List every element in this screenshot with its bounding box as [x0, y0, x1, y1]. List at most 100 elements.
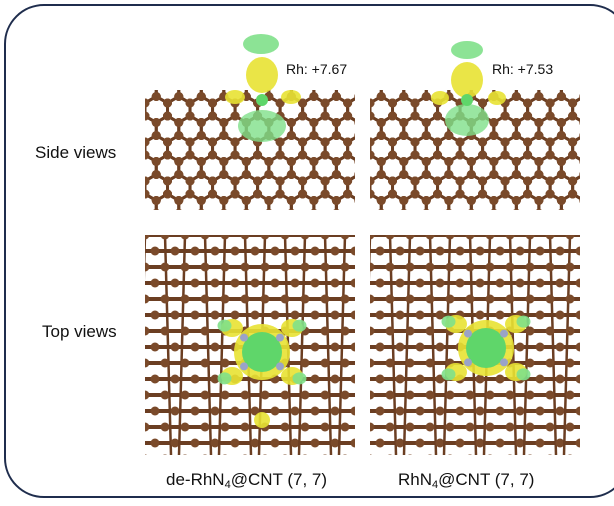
carbon-atom [219, 118, 229, 127]
carbon-atom [489, 79, 498, 88]
carbon-atom [525, 235, 535, 240]
carbon-atom [478, 216, 487, 225]
carbon-atom [180, 262, 190, 272]
carbon-atom [151, 196, 161, 205]
carbon-atom [354, 118, 363, 127]
carbon-atom [208, 216, 217, 225]
carbon-bond-column [402, 235, 412, 455]
carbon-atom [343, 216, 352, 225]
carbon-atom [377, 209, 386, 218]
carbon-atom [579, 120, 580, 125]
carbon-atom [365, 216, 374, 225]
carbon-atom [310, 342, 320, 352]
carbon-atom [208, 176, 218, 186]
carbon-atom [231, 60, 240, 69]
carbon-atom [354, 79, 363, 88]
carbon-atom [525, 422, 535, 432]
carbon-atom [455, 406, 465, 416]
charge-lobe-green [238, 110, 286, 142]
carbon-atom [118, 216, 127, 225]
carbon-atom [545, 235, 555, 240]
carbon-atom [602, 235, 611, 244]
carbon-atom [455, 278, 465, 288]
carbon-atom [468, 209, 475, 210]
carbon-atom [370, 358, 375, 368]
carbon-atom [370, 422, 375, 432]
carbon-atom [546, 216, 555, 225]
carbon-atom [190, 246, 200, 256]
carbon-atom [423, 209, 430, 210]
carbon-atom [220, 235, 230, 240]
carbon-atom [465, 422, 475, 432]
carbon-atom [208, 111, 218, 121]
carbon-atom [118, 112, 127, 121]
carbon-atom [602, 131, 611, 140]
carbon-atom [376, 92, 386, 101]
carbon-atom [220, 209, 227, 210]
carbon-atom [557, 79, 566, 88]
carbon-atom [501, 216, 510, 225]
carbon-atom [489, 79, 498, 88]
charge-lobe-green [217, 319, 232, 332]
carbon-atom [354, 172, 355, 177]
carbon-bond-ring [111, 116, 134, 142]
carbon-atom [534, 170, 544, 179]
carbon-atom [309, 92, 319, 101]
carbon-atom [150, 246, 160, 256]
carbon-atom [185, 111, 195, 121]
carbon-atom [575, 246, 580, 256]
carbon-atom [475, 438, 485, 448]
carbon-atom [298, 111, 308, 121]
carbon-atom [445, 209, 452, 210]
carbon-atom [240, 422, 250, 432]
carbon-atom [240, 235, 250, 240]
carbon-atom [354, 209, 363, 218]
carbon-atom [163, 73, 172, 82]
carbon-atom [433, 73, 442, 82]
carbon-atom [505, 235, 515, 240]
carbon-atom [129, 235, 138, 244]
carbon-atom [388, 73, 397, 82]
carbon-atom [579, 120, 580, 125]
carbon-atom [320, 262, 330, 272]
carbon-atom [129, 79, 138, 88]
carbon-atom [411, 216, 420, 225]
carbon-atom [579, 209, 588, 218]
carbon-atom [485, 294, 495, 304]
carbon-atom [361, 423, 370, 432]
carbon-atom [568, 98, 578, 108]
carbon-atom [421, 157, 431, 166]
carbon-atom [501, 216, 510, 225]
carbon-atom [230, 176, 240, 186]
carbon-atom [219, 53, 228, 62]
carbon-atom [395, 310, 405, 320]
carbon-atom [350, 438, 355, 448]
carbon-atom [485, 262, 495, 272]
carbon-bond-ring [145, 58, 168, 84]
carbon-atom [545, 137, 555, 147]
carbon-atom [586, 327, 595, 336]
carbon-atom [180, 326, 190, 336]
carbon-atom [534, 92, 544, 101]
carbon-atom [230, 406, 240, 416]
carbon-atom [145, 326, 150, 336]
carbon-atom [405, 326, 415, 336]
carbon-atom [591, 112, 600, 121]
carbon-atom [411, 73, 420, 82]
carbon-atom [455, 137, 465, 147]
carbon-atom [465, 390, 475, 400]
carbon-atom [309, 170, 319, 179]
carbon-atom [118, 138, 127, 147]
carbon-atom [330, 406, 340, 416]
carbon-bond-ring [606, 194, 614, 220]
rhodium-atom [242, 332, 282, 372]
carbon-atom [421, 196, 431, 205]
carbon-atom [366, 73, 375, 82]
carbon-bond-ring [122, 214, 145, 240]
carbon-atom [370, 137, 375, 147]
carbon-atom [118, 190, 127, 199]
side-views-label: Side views [35, 143, 117, 162]
carbon-atom [591, 151, 600, 160]
carbon-atom [118, 229, 127, 238]
carbon-atom [309, 79, 318, 88]
